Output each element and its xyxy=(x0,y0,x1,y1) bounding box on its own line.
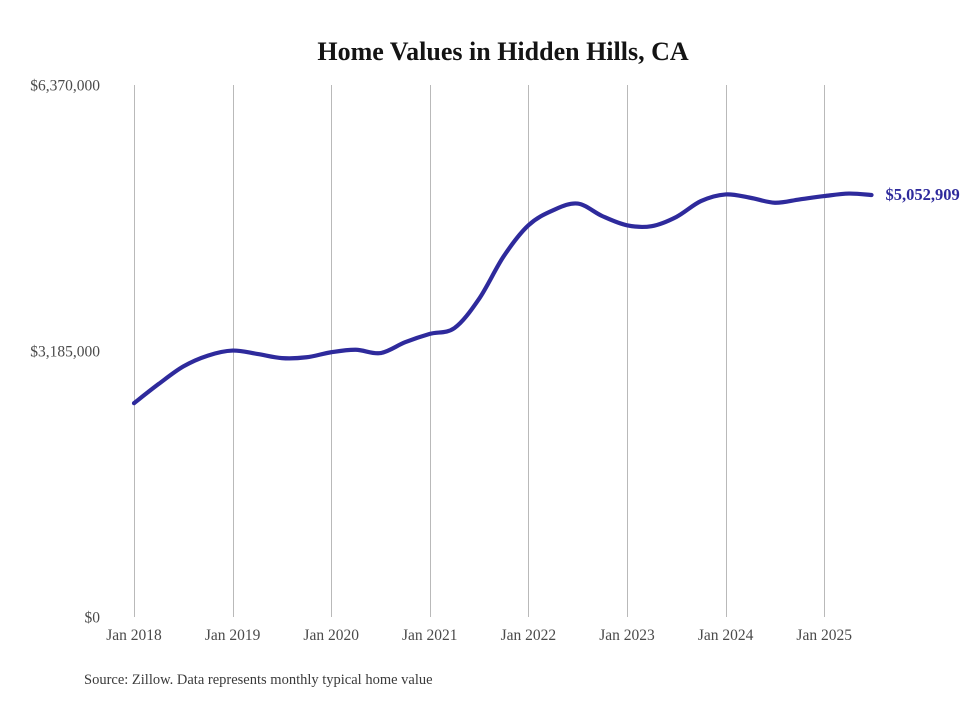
x-tick-label: Jan 2018 xyxy=(106,627,162,644)
y-tick-label: $3,185,000 xyxy=(30,344,100,361)
x-axis-tick-labels: Jan 2018 Jan 2019 Jan 2020 Jan 2021 Jan 2022… xyxy=(106,627,852,644)
x-tick-label: Jan 2022 xyxy=(501,627,557,644)
end-value-annotation: $5,052,909 xyxy=(886,185,960,204)
y-tick-label: $6,370,000 xyxy=(30,78,100,95)
source-note: Source: Zillow. Data represents monthly … xyxy=(84,672,433,688)
page-title: Home Values in Hidden Hills, CA xyxy=(317,37,689,66)
x-tick-label: Jan 2021 xyxy=(402,627,458,644)
x-tick-label: Jan 2025 xyxy=(796,627,852,644)
x-tick-label: Jan 2024 xyxy=(698,627,754,644)
y-tick-label: $0 xyxy=(85,610,101,627)
x-tick-label: Jan 2019 xyxy=(205,627,261,644)
home-value-line-series xyxy=(131,191,874,406)
x-tick-label: Jan 2020 xyxy=(303,627,359,644)
x-tick-label: Jan 2023 xyxy=(599,627,655,644)
y-axis-tick-labels: $6,370,000 $3,185,000 $0 xyxy=(30,78,100,627)
